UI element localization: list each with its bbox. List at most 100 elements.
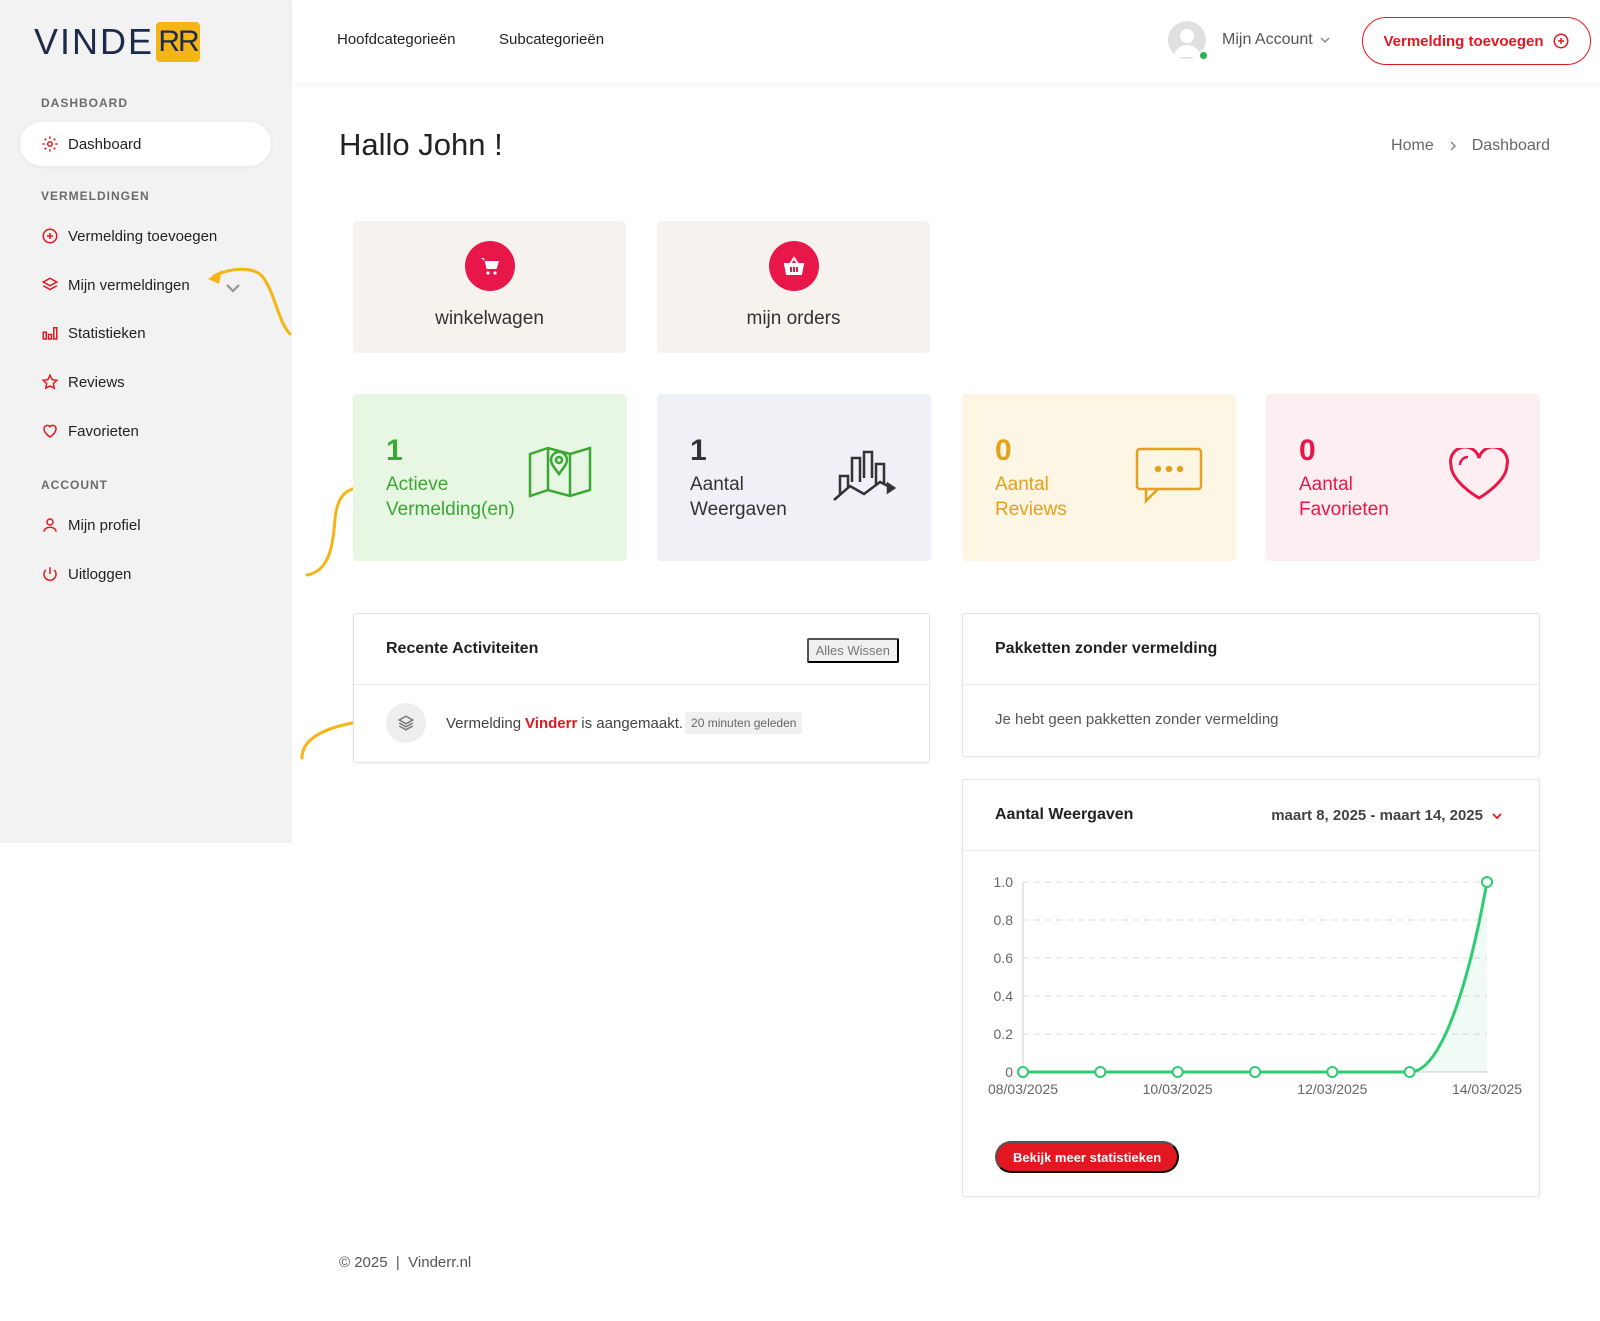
city-chart-icon [833,450,897,501]
sidebar: VINDE RR DASHBOARD Dashboard VERMELDINGE… [0,0,292,843]
stat-number: 1 [386,434,403,467]
x-tick-label: 12/03/2025 [1297,1081,1367,1097]
stat-number: 1 [690,434,707,467]
data-point [1481,876,1493,888]
sidebar-item-label: Statistieken [68,324,146,342]
online-status-dot [1198,50,1209,61]
sidebar-item-reviews[interactable]: Reviews [20,360,271,404]
breadcrumb-current: Dashboard [1471,137,1550,154]
panel-title: Aantal Weergaven [995,806,1134,823]
sidebar-item-label: Uitloggen [68,565,132,583]
stat-label-line2: Reviews [995,499,1067,520]
stat-label-line1: Actieve [386,474,449,495]
panel-title: Recente Activiteiten [386,640,539,657]
plus-circle-icon [1553,33,1569,49]
chevron-right-icon [1450,141,1456,151]
breadcrumb-home[interactable]: Home [1391,137,1434,154]
sidebar-item-label: Mijn vermeldingen [68,276,190,294]
activity-prefix: Vermelding [446,714,522,732]
logo[interactable]: VINDE RR [34,21,201,62]
data-point [1326,1066,1339,1078]
page-title: Hallo John ! [339,127,503,162]
heart-outline-icon [1449,448,1509,500]
tile-label: mijn orders [746,308,841,329]
sidebar-item-label: Reviews [68,373,125,391]
top-bar: Hoofdcategorieën Subcategorieën Mijn Acc… [292,0,1600,83]
add-listing-label: Vermelding toevoegen [1383,32,1544,50]
chat-bubble-icon [1135,447,1203,504]
views-line-chart: 0 0.2 0.4 0.6 0.8 1.0 08/03/2025 10/03/2025 12/0… [988,874,1522,1097]
series-line [1023,881,1489,1074]
sidebar-item-dashboard[interactable]: Dashboard [20,122,271,166]
sidebar-item-logout[interactable]: Uitloggen [20,552,271,596]
add-listing-button[interactable]: Vermelding toevoegen [1362,17,1591,65]
footer: © 2025 | Vinderr.nl [339,1254,472,1271]
chevron-down-icon [1320,37,1330,44]
stat-label-line2: Favorieten [1299,499,1389,520]
stat-label-line2: Weergaven [690,499,787,520]
panel-header: Aantal Weergaven maart 8, 2025 - maart 1… [963,780,1539,851]
date-range-label: maart 8, 2025 - maart 14, 2025 [1271,807,1483,824]
x-tick-label: 08/03/2025 [988,1081,1058,1097]
sidebar-item-label: Favorieten [68,422,139,440]
chevron-down-icon[interactable] [224,279,242,297]
stat-views[interactable]: 1 Aantal Weergaven [657,394,931,561]
sidebar-item-label: Dashboard [68,135,142,153]
stat-number: 0 [995,434,1012,467]
tile-orders[interactable]: mijn orders [657,221,930,353]
empty-state-text: Je hebt geen pakketten zonder vermelding [995,711,1279,728]
stat-label: Aantal Favorieten [1299,472,1389,522]
sidebar-item-favorites[interactable]: Favorieten [20,409,271,453]
data-point [1249,1066,1261,1078]
clear-all-button[interactable]: Alles Wissen [806,638,899,663]
nav-subcategories[interactable]: Subcategorieën [499,31,605,48]
data-point [1017,1066,1029,1078]
y-tick-label: 0.4 [994,988,1014,1004]
y-tick-label: 1.0 [994,874,1014,890]
tile-label: winkelwagen [435,308,544,329]
stat-label: Aantal Reviews [995,472,1067,522]
star-icon [41,373,59,390]
x-tick-label: 10/03/2025 [1143,1081,1213,1097]
gear-icon [42,136,58,152]
nav-main-categories[interactable]: Hoofdcategorieën [337,31,456,48]
layers-icon [386,703,426,743]
panel-header: Recente Activiteiten Alles Wissen [354,614,929,685]
data-point [1403,1066,1416,1078]
date-range-picker[interactable]: maart 8, 2025 - maart 14, 2025 [1271,807,1503,824]
series-area [1023,882,1487,1072]
x-tick-label: 14/03/2025 [1452,1081,1522,1097]
stat-label-line1: Aantal [690,474,744,495]
stat-active-listings[interactable]: 1 Actieve Vermelding(en) [353,394,627,561]
sidebar-item-my-listings[interactable]: Mijn vermeldingen [20,263,271,307]
avatar-silhouette-icon [1174,29,1200,57]
y-tick-label: 0.8 [994,912,1014,928]
power-icon [43,567,57,581]
activity-suffix: is aangemaakt. [581,714,684,732]
packages-panel: Pakketten zonder vermelding Je hebt geen… [962,613,1540,757]
section-dashboard: DASHBOARD [41,96,128,110]
bar-chart-icon [42,327,58,340]
layers-icon [41,277,59,291]
sidebar-item-add-listing[interactable]: Vermelding toevoegen [20,214,271,258]
account-menu[interactable]: Mijn Account [1222,31,1331,49]
section-listings: VERMELDINGEN [41,189,150,203]
stat-reviews[interactable]: 0 Aantal Reviews [962,394,1236,561]
stat-label-line1: Aantal [995,474,1049,495]
sidebar-item-my-profile[interactable]: Mijn profiel [20,503,271,547]
tile-cart[interactable]: winkelwagen [353,221,626,353]
activity-listing-link[interactable]: Vinderr [525,714,578,732]
sidebar-item-statistics[interactable]: Statistieken [20,311,271,355]
stat-label: Actieve Vermelding(en) [386,472,515,522]
data-point [1171,1066,1184,1078]
breadcrumb: Home Dashboard [1391,137,1550,155]
cart-icon [464,241,515,291]
stat-favorites[interactable]: 0 Aantal Favorieten [1266,394,1540,561]
map-icon [528,446,592,498]
logo-rr-mark: RR [156,22,201,62]
account-label: Mijn Account [1222,31,1313,48]
y-tick-label: 0.6 [994,950,1014,966]
annotation-arrow-icon [208,267,292,336]
view-more-statistics-button[interactable]: Bekijk meer statistieken [995,1141,1180,1173]
avatar[interactable] [1168,21,1206,59]
